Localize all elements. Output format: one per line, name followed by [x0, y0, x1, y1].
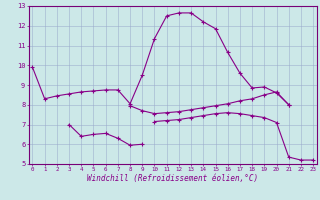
X-axis label: Windchill (Refroidissement éolien,°C): Windchill (Refroidissement éolien,°C) [87, 174, 258, 183]
